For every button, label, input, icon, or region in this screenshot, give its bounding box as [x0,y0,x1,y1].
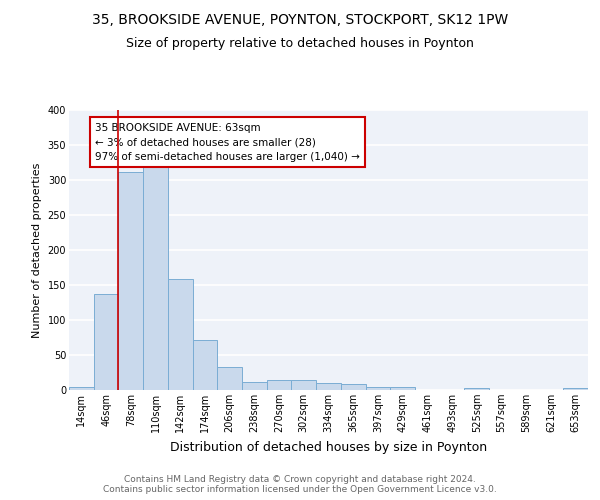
Bar [341,384,365,390]
Text: Size of property relative to detached houses in Poynton: Size of property relative to detached ho… [126,38,474,51]
Bar [242,382,267,390]
Bar [316,383,341,390]
Bar [118,172,143,390]
Bar [390,387,415,390]
Bar [168,280,193,390]
Bar [94,294,118,390]
Bar [69,387,94,390]
Text: 35, BROOKSIDE AVENUE, POYNTON, STOCKPORT, SK12 1PW: 35, BROOKSIDE AVENUE, POYNTON, STOCKPORT… [92,12,508,26]
Bar [267,380,292,390]
Bar [217,367,242,390]
Text: Contains HM Land Registry data © Crown copyright and database right 2024.
Contai: Contains HM Land Registry data © Crown c… [103,474,497,494]
Bar [464,388,489,390]
Text: 35 BROOKSIDE AVENUE: 63sqm
← 3% of detached houses are smaller (28)
97% of semi-: 35 BROOKSIDE AVENUE: 63sqm ← 3% of detac… [95,122,360,162]
X-axis label: Distribution of detached houses by size in Poynton: Distribution of detached houses by size … [170,440,487,454]
Y-axis label: Number of detached properties: Number of detached properties [32,162,42,338]
Bar [563,388,588,390]
Bar [193,340,217,390]
Bar [365,387,390,390]
Bar [292,380,316,390]
Bar [143,166,168,390]
